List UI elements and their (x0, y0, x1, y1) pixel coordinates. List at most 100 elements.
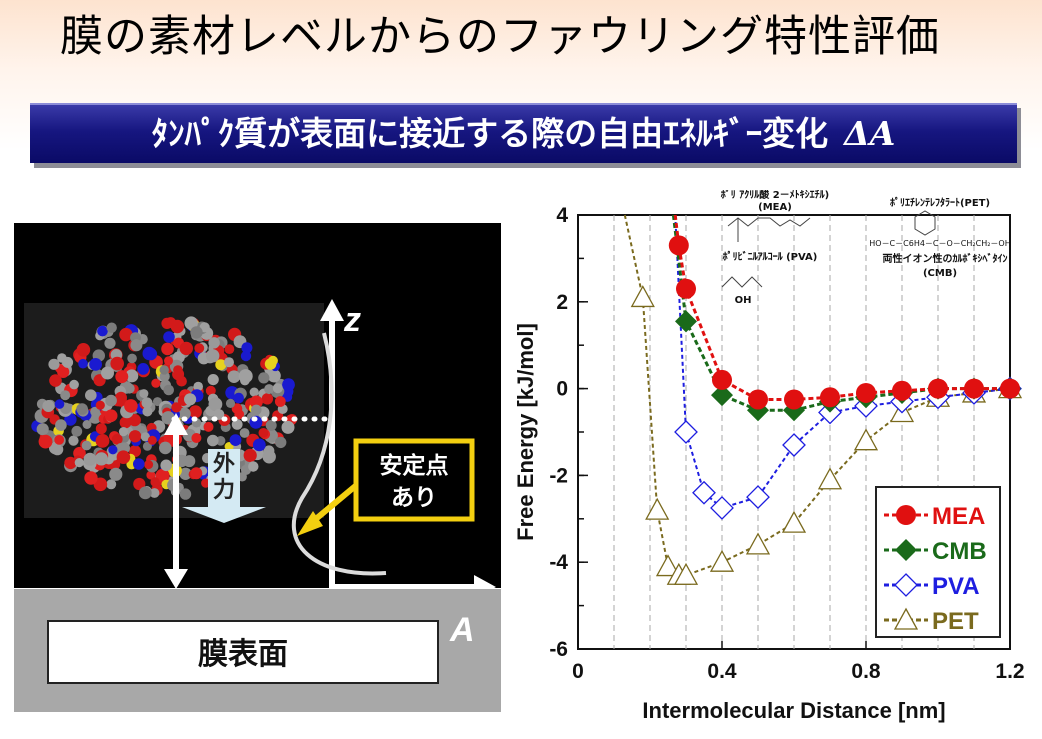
protein-atom (105, 394, 117, 407)
protein-atom (69, 379, 79, 390)
y-tick-label: 2 (556, 291, 568, 314)
protein-molecule (31, 316, 298, 500)
protein-atom (104, 337, 116, 349)
protein-atom (89, 358, 102, 371)
protein-atom (281, 420, 295, 434)
protein-atom (95, 423, 107, 435)
protein-atom (130, 339, 143, 352)
protein-atom (231, 419, 243, 430)
protein-atom (124, 399, 138, 413)
series-pet-point (781, 510, 807, 533)
series-mea-point (856, 382, 876, 403)
pva-structure (721, 276, 763, 288)
protein-atom (224, 357, 234, 368)
protein-atom (48, 358, 60, 370)
protein-atom (248, 461, 259, 472)
z-axis-label: z (343, 301, 361, 339)
protein-atom (101, 366, 114, 380)
protein-atom (68, 435, 79, 446)
protein-atom (109, 467, 123, 481)
protein-atom (258, 428, 269, 438)
protein-atom (163, 331, 175, 343)
protein-atom (282, 378, 295, 392)
protein-atom (215, 359, 227, 371)
pva-name: ﾎﾟﾘﾋﾞﾆﾙｱﾙｺｰﾙ (PVA) (723, 250, 818, 263)
protein-atom (106, 322, 117, 333)
x-tick-label: 1.2 (995, 660, 1024, 683)
protein-atom (71, 425, 83, 437)
protein-atom (189, 405, 202, 419)
cmb-name: 両性イオン性のｶﾙﾎﾞｷｼﾍﾞﾀｲﾝ (883, 252, 1008, 265)
protein-atom (36, 423, 49, 436)
legend-pet-label: PET (932, 608, 979, 635)
protein-atom (233, 392, 244, 404)
protein-atom (179, 488, 192, 500)
protein-atom (241, 342, 253, 354)
y-tick-label: -4 (549, 551, 568, 574)
series-mea-point (668, 235, 689, 256)
series-pet-point (655, 554, 681, 577)
protein-atom (165, 317, 177, 329)
series-mea-point (928, 378, 948, 399)
protein-atom (106, 479, 117, 490)
series-pva-point (674, 420, 698, 444)
series-mea-point (964, 378, 984, 399)
series-pva-point (782, 433, 806, 457)
protein-atom (151, 378, 161, 388)
protein-atom (207, 374, 219, 386)
protein-atom (153, 397, 162, 407)
protein-atom (206, 349, 220, 363)
force-arrow-head (182, 507, 266, 523)
protein-atom (272, 383, 283, 394)
protein-atom (97, 325, 108, 337)
protein-atom (116, 450, 131, 464)
series-mea (668, 214, 1020, 410)
protein-atom (54, 435, 65, 445)
banner-text: ﾀﾝﾊﾟｸ質が表面に接近する際の自由ｴﾈﾙｷﾞｰ変化 (151, 114, 829, 153)
protein-atom (229, 434, 242, 446)
protein-atom (208, 397, 223, 412)
protein-atom (160, 459, 172, 472)
protein-atom (76, 403, 88, 415)
series-mea-point (748, 389, 768, 410)
distance-arrow-bottom (164, 569, 188, 589)
mea-abbrev: (MEA) (758, 202, 792, 213)
protein-atom (140, 432, 150, 442)
protein-atom (203, 421, 214, 432)
protein-atom (144, 460, 154, 470)
protein-atom (38, 434, 53, 449)
protein-atom (173, 365, 183, 375)
protein-atom (190, 326, 203, 339)
mea-structure (727, 217, 811, 227)
protein-atom (275, 436, 287, 449)
protein-atom (264, 384, 275, 395)
protein-atom (128, 430, 142, 443)
protein-atom (155, 468, 170, 483)
series-pva-point (710, 496, 734, 520)
protein-atom (138, 486, 152, 500)
protein-atom (49, 441, 62, 455)
protein-atom (164, 356, 173, 366)
protein-atom (159, 441, 172, 455)
protein-atom (179, 467, 192, 480)
series-cmb-point (711, 384, 733, 407)
protein-atom (150, 477, 160, 487)
protein-atom (262, 450, 276, 464)
y-tick-label: 4 (556, 204, 568, 227)
legend-pet-marker (893, 607, 919, 630)
stable-point-pointer (309, 480, 361, 526)
series-mea-point (892, 380, 912, 401)
series-pet-point (645, 497, 670, 520)
protein-atom (133, 477, 146, 491)
legend-mea-marker (896, 505, 916, 525)
series-cmb-point (783, 399, 805, 422)
protein-atom (54, 399, 65, 409)
page-title: 膜の素材レベルからのファウリング特性評価 (60, 12, 940, 62)
protein-atom (161, 411, 175, 425)
protein-atom (201, 478, 211, 488)
pva-oh: OH (735, 295, 752, 306)
protein-atom (141, 397, 153, 409)
protein-atom (251, 404, 262, 416)
series-cmb-point (747, 399, 769, 422)
protein-atom (82, 420, 92, 429)
